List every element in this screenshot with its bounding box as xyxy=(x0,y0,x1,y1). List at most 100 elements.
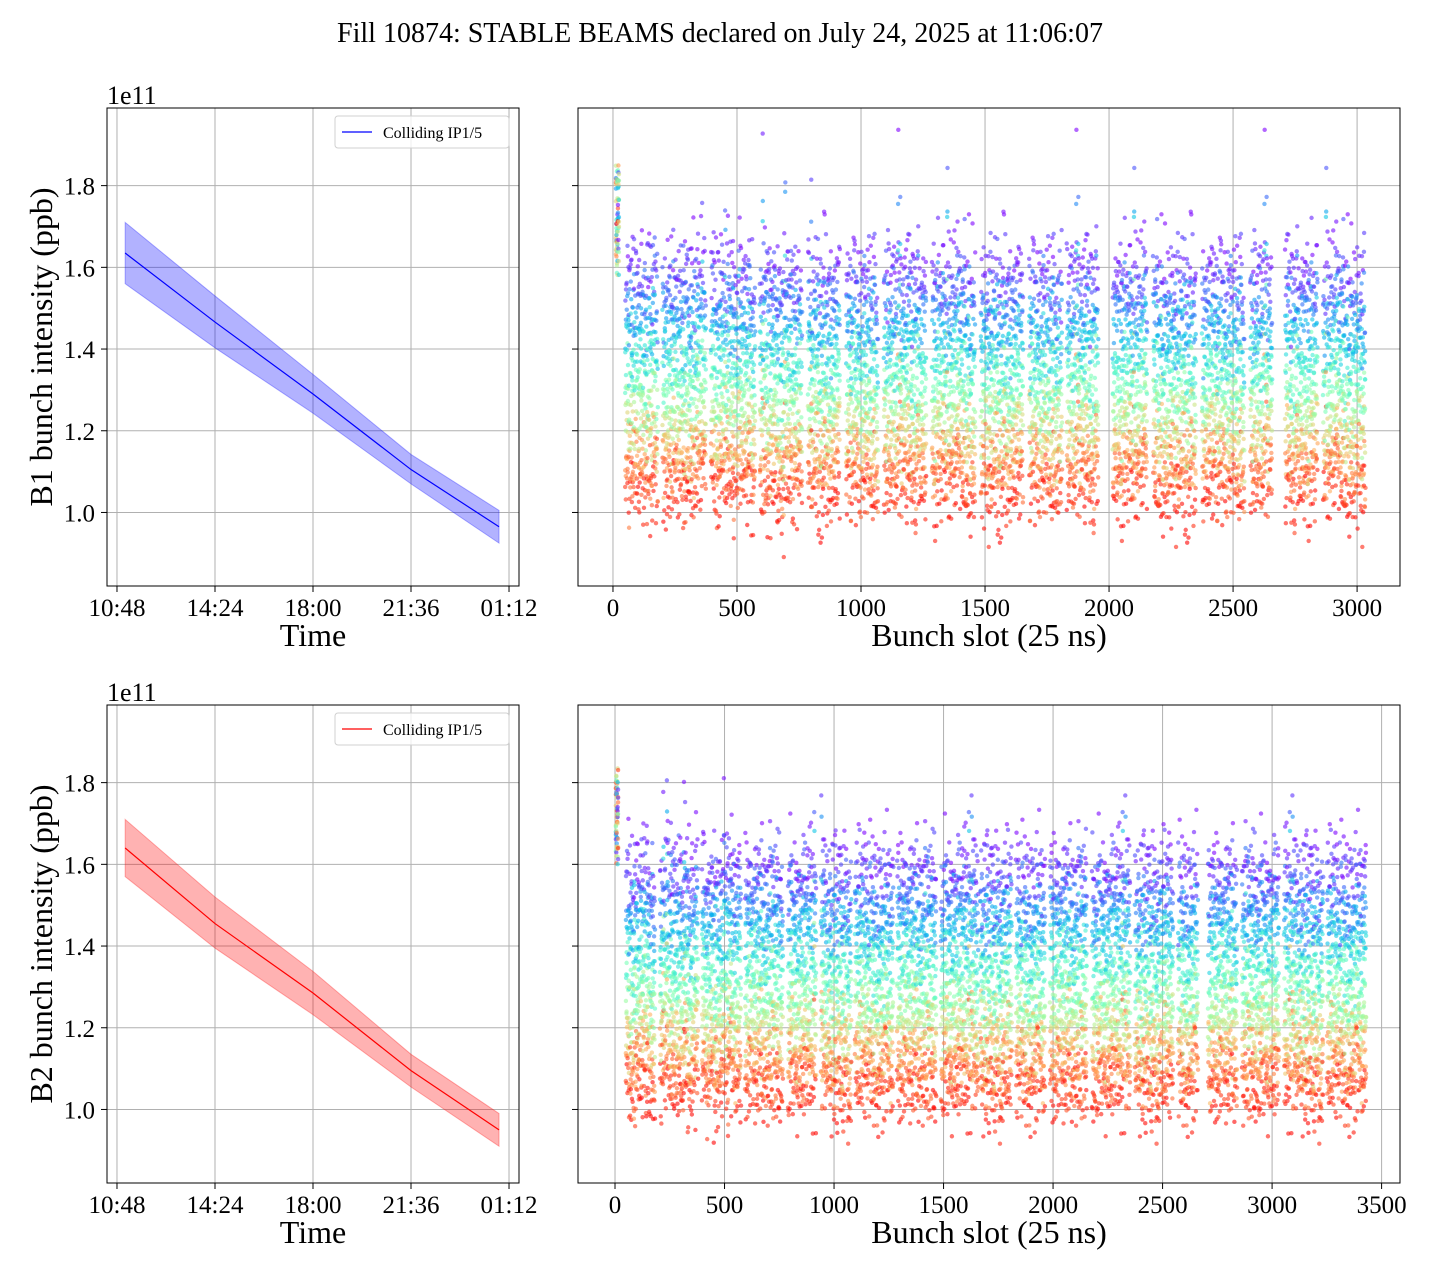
data-point xyxy=(951,355,956,360)
data-point xyxy=(660,281,666,287)
data-point xyxy=(906,424,912,429)
data-point xyxy=(999,535,1004,540)
data-point xyxy=(723,337,728,342)
data-point xyxy=(750,414,755,420)
data-point xyxy=(746,387,752,392)
data-point xyxy=(665,280,670,285)
data-point xyxy=(999,361,1004,367)
data-point xyxy=(919,409,924,414)
data-point xyxy=(777,266,783,271)
data-point xyxy=(950,273,955,278)
data-point xyxy=(932,538,938,544)
data-point xyxy=(888,484,894,489)
data-point xyxy=(914,482,920,487)
data-point xyxy=(860,324,865,329)
x-axis-label: Time xyxy=(280,617,346,653)
data-point xyxy=(677,334,682,339)
x-tick-label: 3000 xyxy=(1332,595,1382,622)
data-point xyxy=(923,431,928,436)
data-point xyxy=(747,375,752,380)
data-point xyxy=(723,500,729,506)
data-point xyxy=(699,418,705,424)
data-point xyxy=(677,377,682,383)
data-point xyxy=(765,399,770,404)
data-point xyxy=(875,380,880,385)
data-point xyxy=(832,308,837,314)
data-point xyxy=(968,534,973,539)
data-point xyxy=(623,372,629,378)
data-point xyxy=(716,258,721,263)
data-point xyxy=(982,455,987,461)
data-point xyxy=(695,377,700,382)
data-point xyxy=(1004,523,1009,529)
data-point xyxy=(616,224,622,229)
data-point xyxy=(655,251,660,257)
data-point xyxy=(748,328,754,333)
data-point xyxy=(908,457,913,462)
data-point xyxy=(655,499,660,504)
data-point xyxy=(871,488,876,493)
data-point xyxy=(737,425,743,430)
data-point xyxy=(806,462,812,468)
data-point xyxy=(738,300,744,305)
data-point xyxy=(1000,512,1005,518)
data-point xyxy=(919,280,925,285)
data-point xyxy=(870,433,875,439)
data-point xyxy=(986,544,991,550)
data-point xyxy=(709,375,715,381)
data-point xyxy=(795,265,800,270)
data-point xyxy=(641,432,646,438)
data-point xyxy=(674,284,679,289)
data-point xyxy=(962,340,967,346)
data-point xyxy=(632,446,637,452)
legend-label: Colliding IP1/5 xyxy=(383,125,482,142)
data-point xyxy=(885,392,890,397)
data-point xyxy=(660,422,665,428)
data-point xyxy=(616,272,622,278)
data-point xyxy=(631,286,637,291)
data-point xyxy=(980,300,985,306)
data-point xyxy=(923,413,929,418)
data-point xyxy=(921,323,927,328)
data-point xyxy=(643,406,648,411)
data-point xyxy=(970,382,976,387)
data-point xyxy=(874,321,880,326)
data-point xyxy=(645,357,650,363)
data-point xyxy=(912,265,918,271)
data-point xyxy=(967,454,972,459)
data-point xyxy=(702,290,707,295)
data-point xyxy=(669,507,675,512)
data-point xyxy=(961,291,966,297)
data-point xyxy=(884,269,890,274)
data-point xyxy=(720,394,725,400)
data-point xyxy=(688,368,693,374)
data-point xyxy=(648,338,654,343)
data-point xyxy=(693,365,699,371)
data-point xyxy=(670,436,675,441)
data-point xyxy=(766,303,771,308)
data-point xyxy=(891,419,896,425)
data-point xyxy=(685,296,691,302)
data-point xyxy=(921,422,926,427)
x-tick-label: 18:00 xyxy=(285,595,342,622)
data-point xyxy=(647,362,653,367)
data-point xyxy=(972,419,978,424)
data-point xyxy=(698,497,704,503)
data-point xyxy=(820,449,825,454)
data-point xyxy=(999,353,1004,358)
data-point xyxy=(991,289,997,294)
data-point xyxy=(648,475,654,481)
data-point xyxy=(972,364,978,369)
data-point xyxy=(758,463,763,468)
data-point xyxy=(636,257,642,263)
data-point xyxy=(696,260,701,266)
data-point xyxy=(699,483,705,489)
data-point xyxy=(814,514,820,519)
data-point xyxy=(692,484,698,490)
data-point xyxy=(730,238,736,244)
data-point xyxy=(995,347,1000,352)
data-point xyxy=(873,505,879,511)
data-point xyxy=(635,491,640,496)
data-point xyxy=(776,508,781,514)
data-point xyxy=(972,409,978,415)
